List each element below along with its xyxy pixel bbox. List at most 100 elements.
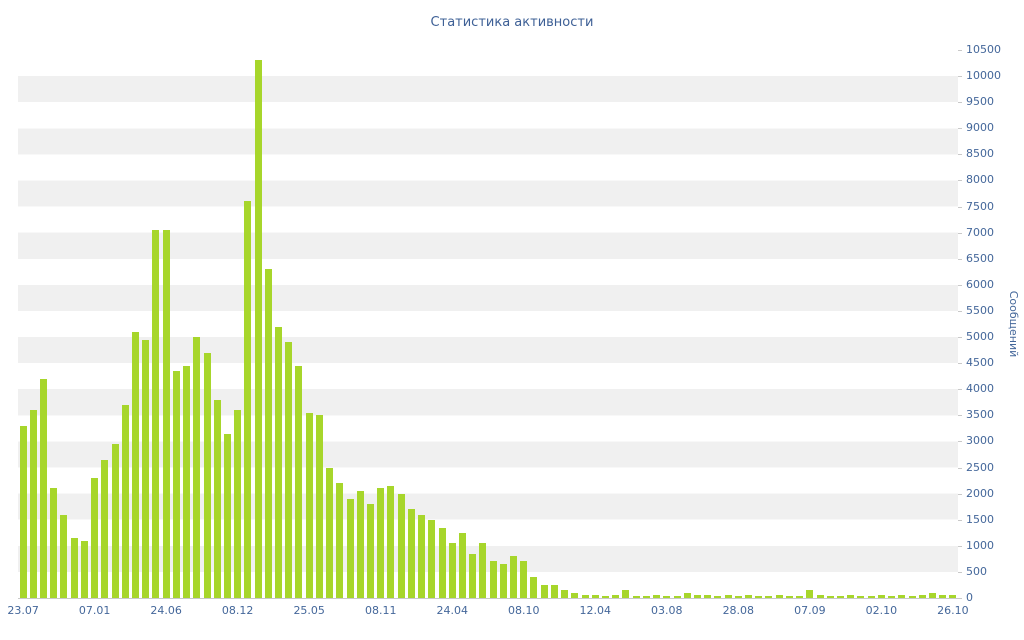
bar — [653, 594, 661, 598]
bar — [796, 595, 804, 598]
y-tick-mark — [958, 311, 962, 312]
y-tick-mark — [958, 363, 962, 364]
x-tick-label: 02.10 — [865, 604, 898, 617]
y-tick-mark — [958, 285, 962, 286]
y-tick-label: 4000 — [966, 382, 994, 396]
bar — [91, 477, 99, 598]
bar — [213, 399, 221, 598]
bar — [326, 467, 334, 598]
y-tick-label: 500 — [966, 564, 987, 578]
bar — [234, 410, 242, 598]
bar — [131, 331, 139, 598]
y-tick-label: 5000 — [966, 330, 994, 344]
bar — [693, 594, 701, 598]
y-tick-label: 8000 — [966, 173, 994, 187]
y-tick-mark — [958, 128, 962, 129]
y-tick-label: 9000 — [966, 121, 994, 135]
y-tick-label: 2500 — [966, 460, 994, 474]
x-tick-label: 12.04 — [579, 604, 612, 617]
bar — [877, 594, 885, 598]
bar — [724, 594, 732, 598]
y-tick-mark — [958, 207, 962, 208]
bar — [101, 459, 109, 598]
x-tick-label: 07.01 — [78, 604, 111, 617]
y-tick-mark — [958, 415, 962, 416]
bar — [949, 594, 957, 598]
bar — [397, 493, 405, 598]
bar — [632, 595, 640, 598]
bar — [193, 337, 201, 598]
bar — [428, 519, 436, 598]
bar — [275, 326, 283, 598]
y-tick-mark — [958, 520, 962, 521]
x-tick-label: 25.05 — [293, 604, 325, 617]
y-tick-mark — [958, 468, 962, 469]
bar — [530, 577, 538, 598]
y-tick-label: 10000 — [966, 69, 1001, 83]
y-tick-label: 4500 — [966, 356, 994, 370]
y-tick-mark — [958, 233, 962, 234]
y-tick-label: 6000 — [966, 277, 994, 291]
y-tick-mark — [958, 259, 962, 260]
bar — [183, 365, 191, 598]
bar — [295, 365, 303, 598]
bar — [438, 527, 446, 598]
bar — [172, 370, 180, 598]
bar — [203, 352, 211, 598]
y-tick-mark — [958, 337, 962, 338]
x-tick-label: 03.08 — [651, 604, 683, 617]
x-tick-label: 28.08 — [722, 604, 755, 617]
bar — [734, 595, 742, 598]
y-tick-mark — [958, 546, 962, 547]
y-tick-label: 5500 — [966, 303, 994, 317]
bar — [285, 342, 293, 598]
bar — [601, 595, 609, 598]
bar — [683, 592, 691, 598]
bar — [908, 595, 916, 598]
bar — [888, 595, 896, 598]
y-tick-label: 2000 — [966, 486, 994, 500]
bar — [50, 488, 58, 598]
bar — [479, 543, 487, 598]
y-tick-label: 0 — [966, 591, 973, 604]
bar — [346, 498, 354, 598]
bar — [244, 201, 252, 598]
x-tick-label: 08.10 — [508, 604, 540, 617]
bar — [29, 410, 37, 598]
bar — [928, 592, 936, 598]
y-tick-mark — [958, 572, 962, 573]
bar — [581, 594, 589, 598]
y-tick-mark — [958, 154, 962, 155]
bar — [622, 590, 630, 598]
bar — [510, 556, 518, 598]
bar — [254, 60, 262, 598]
bar — [111, 444, 119, 598]
bar — [642, 595, 650, 598]
y-tick-mark — [958, 494, 962, 495]
bar — [591, 594, 599, 598]
bar — [162, 230, 170, 598]
bar — [264, 269, 272, 598]
y-tick-label: 10500 — [966, 43, 1001, 56]
y-tick-mark — [958, 102, 962, 103]
bar — [366, 504, 374, 598]
bar — [377, 488, 385, 598]
bar — [714, 595, 722, 598]
bar — [315, 415, 323, 598]
bar — [305, 412, 313, 598]
bar — [407, 509, 415, 598]
bar — [418, 514, 426, 598]
bar — [898, 594, 906, 598]
bar — [121, 404, 129, 598]
bar — [755, 595, 763, 598]
bar — [836, 595, 844, 598]
bar — [663, 595, 671, 598]
x-tick-label: 08.11 — [364, 604, 397, 617]
y-tick-label: 3000 — [966, 434, 994, 448]
bar — [571, 592, 579, 598]
x-tick-label: 24.06 — [150, 604, 182, 617]
y-tick-label: 1500 — [966, 512, 994, 526]
y-tick-label: 3500 — [966, 408, 994, 422]
bar — [520, 561, 528, 598]
bar — [847, 594, 855, 598]
